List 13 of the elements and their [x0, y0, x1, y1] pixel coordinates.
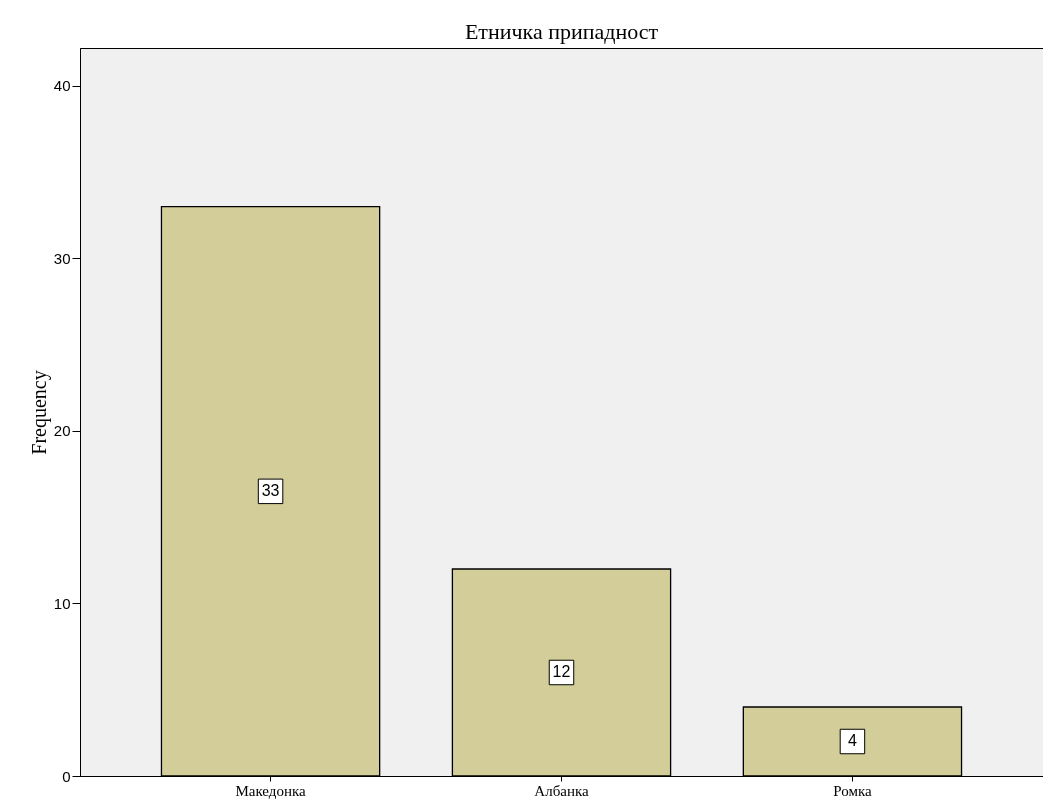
chart-title: Етничка припадност — [464, 19, 659, 44]
data-label: 4 — [847, 732, 857, 750]
y-tick-label: 0 — [62, 767, 71, 785]
x-tick-label: Македонка — [235, 782, 307, 799]
x-tick-label: Албанка — [534, 782, 590, 799]
y-tick-label: 40 — [53, 77, 71, 95]
data-label: 12 — [552, 663, 571, 681]
x-tick-label: Ромка — [833, 782, 872, 799]
data-label: 33 — [261, 482, 280, 500]
y-tick-label: 20 — [53, 422, 71, 440]
y-tick-label: 30 — [53, 249, 71, 267]
y-axis-title: Frequency — [27, 370, 51, 455]
y-tick-label: 10 — [53, 594, 71, 612]
